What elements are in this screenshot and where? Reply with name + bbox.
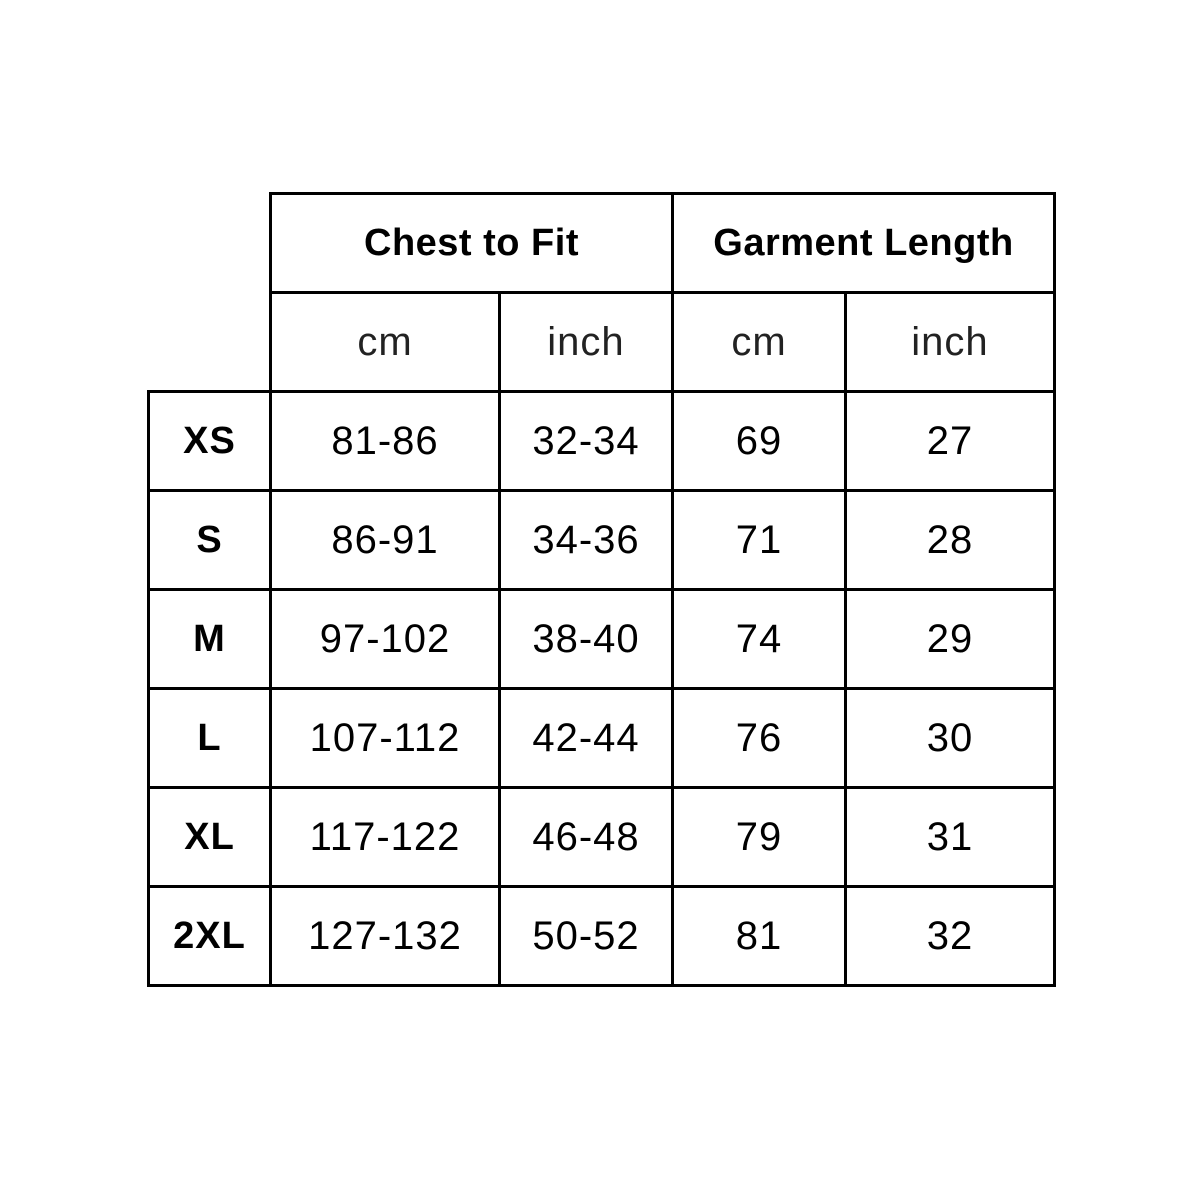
- length-cm-cell: 69: [671, 390, 847, 492]
- header-garment-length: Garment Length: [671, 192, 1056, 294]
- table-row: S 86-91 34-36 71 28: [147, 489, 1056, 591]
- length-inch-cell: 28: [844, 489, 1056, 591]
- empty-corner-cell: [148, 193, 272, 393]
- length-cm-cell: 71: [671, 489, 847, 591]
- length-inch-cell: 29: [844, 588, 1056, 690]
- table-row: M 97-102 38-40 74 29: [147, 588, 1056, 690]
- length-inch-cell: 27: [844, 390, 1056, 492]
- chest-cm-cell: 97-102: [269, 588, 501, 690]
- table-row: XL 117-122 46-48 79 31: [147, 786, 1056, 888]
- table-row: L 107-112 42-44 76 30: [147, 687, 1056, 789]
- length-cm-cell: 81: [671, 885, 847, 987]
- size-label: 2XL: [147, 885, 272, 987]
- unit-chest-inch: inch: [498, 291, 674, 393]
- length-cm-cell: 74: [671, 588, 847, 690]
- chest-cm-cell: 117-122: [269, 786, 501, 888]
- unit-length-cm: cm: [671, 291, 847, 393]
- chest-cm-cell: 86-91: [269, 489, 501, 591]
- size-label: XL: [147, 786, 272, 888]
- length-inch-cell: 31: [844, 786, 1056, 888]
- chest-inch-cell: 50-52: [498, 885, 674, 987]
- chest-cm-cell: 127-132: [269, 885, 501, 987]
- unit-header-row: cm inch cm inch: [149, 291, 1056, 393]
- size-label: S: [147, 489, 272, 591]
- chest-cm-cell: 107-112: [269, 687, 501, 789]
- chest-inch-cell: 32-34: [498, 390, 674, 492]
- unit-chest-cm: cm: [269, 291, 501, 393]
- table-row: 2XL 127-132 50-52 81 32: [147, 885, 1056, 987]
- chest-inch-cell: 42-44: [498, 687, 674, 789]
- length-cm-cell: 76: [671, 687, 847, 789]
- size-chart-table: Chest to Fit Garment Length cm inch cm i…: [147, 192, 1056, 987]
- size-label: XS: [147, 390, 272, 492]
- chest-inch-cell: 46-48: [498, 786, 674, 888]
- chest-cm-cell: 81-86: [269, 390, 501, 492]
- chest-inch-cell: 38-40: [498, 588, 674, 690]
- length-inch-cell: 32: [844, 885, 1056, 987]
- table-row: XS 81-86 32-34 69 27: [147, 390, 1056, 492]
- length-inch-cell: 30: [844, 687, 1056, 789]
- unit-length-inch: inch: [844, 291, 1056, 393]
- size-label: M: [147, 588, 272, 690]
- header-chest-to-fit: Chest to Fit: [269, 192, 674, 294]
- group-header-row: Chest to Fit Garment Length: [148, 192, 1056, 393]
- length-cm-cell: 79: [671, 786, 847, 888]
- size-label: L: [147, 687, 272, 789]
- chest-inch-cell: 34-36: [498, 489, 674, 591]
